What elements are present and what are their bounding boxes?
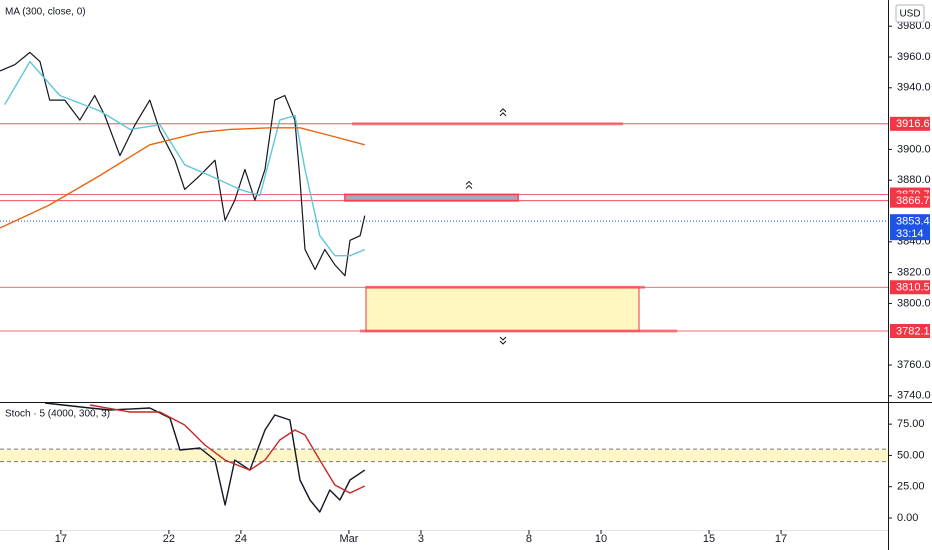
currency-label: USD bbox=[899, 9, 920, 20]
panel-title: MA (300, close, 0) bbox=[5, 7, 86, 18]
y-tick-label: 3980.0 bbox=[897, 20, 931, 32]
level-label-box bbox=[890, 323, 930, 338]
level-label: 3782.1 bbox=[896, 325, 930, 337]
last-price-box bbox=[890, 214, 930, 241]
x-tick-label: Mar bbox=[339, 533, 358, 545]
panel-title: Stoch · 5 (4000, 300, 3) bbox=[5, 409, 110, 420]
y-tick-label: 3760.0 bbox=[897, 359, 931, 371]
y-tick-label: 50.00 bbox=[897, 449, 925, 461]
level-label: 3916.6 bbox=[896, 118, 930, 130]
x-tick-label: 15 bbox=[703, 533, 715, 545]
y-tick-label: 25.00 bbox=[897, 481, 925, 493]
level-label-box bbox=[890, 280, 930, 295]
series-line bbox=[0, 51, 366, 277]
chevron bbox=[499, 108, 507, 113]
band bbox=[0, 449, 888, 462]
series-line bbox=[89, 404, 366, 494]
chevron bbox=[465, 180, 473, 185]
chevron bbox=[465, 184, 473, 189]
chevron bbox=[499, 112, 507, 117]
x-tick-label: 3 bbox=[418, 533, 424, 545]
x-tick-label: 17 bbox=[775, 533, 787, 545]
zone bbox=[365, 286, 640, 332]
last-price-label: 3853.4 bbox=[896, 216, 930, 228]
y-tick-label: 3880.0 bbox=[897, 174, 931, 186]
level-label: 3866.7 bbox=[896, 195, 930, 207]
x-tick-label: 17 bbox=[55, 533, 67, 545]
y-tick-label: 3740.0 bbox=[897, 390, 931, 402]
x-tick-label: 8 bbox=[526, 533, 532, 545]
level-label: 3810.5 bbox=[896, 282, 930, 294]
y-tick-label: 75.00 bbox=[897, 418, 925, 430]
series-line bbox=[4, 60, 366, 257]
level-label-box bbox=[890, 193, 930, 208]
zone bbox=[344, 193, 519, 202]
zone bbox=[352, 122, 623, 126]
countdown-label: 33:14 bbox=[896, 228, 924, 240]
series-line bbox=[0, 127, 365, 229]
y-tick-label: 3820.0 bbox=[897, 267, 931, 279]
y-tick-label: 3900.0 bbox=[897, 143, 931, 155]
x-tick-label: 22 bbox=[163, 533, 175, 545]
x-tick-label: 24 bbox=[235, 533, 247, 545]
currency-box bbox=[895, 4, 925, 23]
y-tick-label: 3960.0 bbox=[897, 51, 931, 63]
y-tick-label: 3800.0 bbox=[897, 297, 931, 309]
level-label-box bbox=[890, 116, 930, 131]
y-tick-label: 0.00 bbox=[897, 512, 918, 524]
chevron bbox=[499, 340, 507, 345]
y-tick-label: 3940.0 bbox=[897, 82, 931, 94]
chevron bbox=[499, 336, 507, 341]
x-tick-label: 10 bbox=[595, 533, 607, 545]
